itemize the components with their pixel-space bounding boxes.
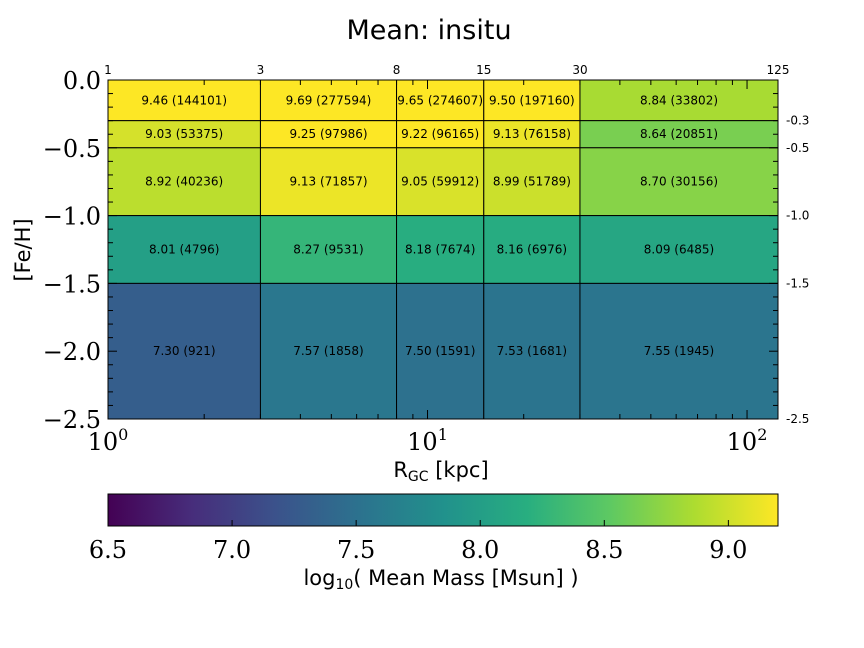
heatmap-cell bbox=[396, 120, 485, 149]
chart-title: Mean: insitu bbox=[346, 15, 511, 46]
y-edge-label: -1.0 bbox=[786, 209, 809, 223]
bin-edge-labels: 1 3 8 15 30 125 -0.3 -0.5 -1.0 -1.5 -2.5 bbox=[104, 63, 809, 426]
colorbar-tick-label: 6.5 bbox=[89, 536, 127, 564]
cell-label: 8.99 (51789) bbox=[493, 175, 571, 189]
x-edge-label: 30 bbox=[572, 63, 587, 77]
x-edge-label: 8 bbox=[393, 63, 401, 77]
y-tick-label: −0.5 bbox=[43, 135, 101, 163]
heatmap-cell bbox=[259, 215, 398, 284]
cell-label: 9.13 (71857) bbox=[289, 175, 367, 189]
y-tick-label: −2.0 bbox=[43, 338, 101, 366]
cell-labels: 9.46 (144101) 9.69 (277594) 9.65 (274607) 9… bbox=[141, 93, 718, 358]
cell-label: 8.92 (40236) bbox=[145, 175, 223, 189]
heatmap-cell bbox=[579, 215, 779, 284]
x-edge-label: 3 bbox=[257, 63, 265, 77]
heatmap-cell bbox=[483, 147, 581, 217]
cell-label: 9.05 (59912) bbox=[401, 175, 479, 189]
y-edge-label: -1.5 bbox=[786, 276, 809, 290]
colorbar-tick-label: 7.0 bbox=[213, 536, 251, 564]
x-edge-label: 15 bbox=[476, 63, 491, 77]
colorbar-ticks: 6.5 7.0 7.5 8.0 8.5 9.0 bbox=[89, 520, 747, 564]
cell-label: 9.69 (277594) bbox=[286, 93, 372, 107]
x-tick-label: 100 bbox=[88, 425, 129, 456]
heatmap-cell bbox=[107, 79, 261, 122]
colorbar-tick-label: 8.0 bbox=[461, 536, 499, 564]
cell-label: 7.30 (921) bbox=[153, 344, 216, 358]
cell-label: 7.50 (1591) bbox=[405, 344, 475, 358]
cell-label: 8.27 (9531) bbox=[293, 243, 363, 257]
cell-label: 8.16 (6976) bbox=[497, 243, 567, 257]
cell-label: 8.01 (4796) bbox=[149, 243, 219, 257]
cell-label: 7.55 (1945) bbox=[644, 344, 714, 358]
y-edge-label: -0.3 bbox=[786, 114, 809, 128]
heatmap-cell bbox=[259, 147, 398, 217]
cell-label: 9.50 (197160) bbox=[489, 93, 575, 107]
heatmap-cell bbox=[396, 147, 485, 217]
cell-label: 9.22 (96165) bbox=[401, 127, 479, 141]
x-tick-label: 102 bbox=[727, 425, 768, 456]
x-tick-label: 101 bbox=[407, 425, 448, 456]
cell-label: 9.25 (97986) bbox=[289, 127, 367, 141]
y-edge-label: -2.5 bbox=[786, 412, 809, 426]
cell-label: 7.57 (1858) bbox=[293, 344, 363, 358]
colorbar-tick-label: 8.5 bbox=[585, 536, 623, 564]
x-axis-ticks: 100 101 102 bbox=[88, 80, 768, 456]
cell-label: 9.46 (144101) bbox=[141, 93, 227, 107]
y-tick-label: −1.5 bbox=[43, 270, 101, 298]
y-tick-label: −2.5 bbox=[43, 406, 101, 434]
heatmap-cell bbox=[579, 147, 779, 217]
y-axis-ticks: 0.0 −0.5 −1.0 −1.5 −2.0 −2.5 bbox=[43, 67, 778, 434]
cell-label: 8.18 (7674) bbox=[405, 243, 475, 257]
colorbar-tick-label: 7.5 bbox=[337, 536, 375, 564]
heatmap-cell bbox=[396, 215, 485, 284]
heatmap-cell bbox=[259, 79, 398, 122]
x-edge-label: 125 bbox=[767, 63, 790, 77]
y-axis-label: [Fe/H] bbox=[11, 218, 35, 281]
x-axis-label: RGC [kpc] bbox=[393, 458, 488, 485]
plot-frame bbox=[107, 79, 779, 420]
heatmap-cell bbox=[107, 282, 261, 420]
x-edge-label: 1 bbox=[104, 63, 112, 77]
cell-label: 8.70 (30156) bbox=[640, 175, 718, 189]
colorbar-tick-label: 9.0 bbox=[709, 536, 747, 564]
heatmap-cell bbox=[483, 215, 581, 284]
y-tick-label: 0.0 bbox=[63, 67, 101, 95]
y-edge-label: -0.5 bbox=[786, 141, 809, 155]
cell-label: 8.84 (33802) bbox=[640, 93, 718, 107]
heatmap-cell bbox=[579, 120, 779, 149]
cell-label: 7.53 (1681) bbox=[497, 344, 567, 358]
cell-label: 8.09 (6485) bbox=[644, 243, 714, 257]
cell-label: 9.13 (76158) bbox=[493, 127, 571, 141]
cell-label: 9.65 (274607) bbox=[397, 93, 483, 107]
cell-label: 9.03 (53375) bbox=[145, 127, 223, 141]
y-tick-label: −1.0 bbox=[43, 203, 101, 231]
cell-label: 8.64 (20851) bbox=[640, 127, 718, 141]
colorbar bbox=[107, 493, 779, 527]
colorbar-label: log10( Mean Mass [Msun] ) bbox=[303, 566, 578, 593]
heatmap-cell bbox=[579, 282, 779, 420]
heatmap-cell bbox=[259, 282, 398, 420]
heatmap-cell bbox=[396, 282, 485, 420]
heatmap-cells bbox=[107, 79, 779, 420]
